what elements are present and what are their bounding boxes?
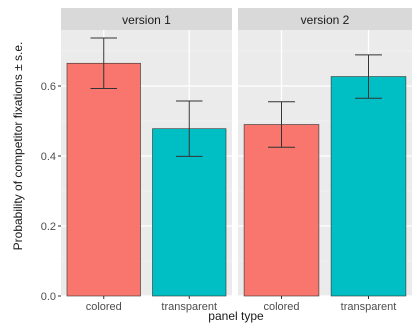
facet-strip — [238, 8, 412, 30]
y-axis-title: Probability of competitor fixations ± s.… — [11, 42, 25, 251]
x-tick-label: colored — [263, 301, 299, 313]
x-tick-label: colored — [86, 301, 122, 313]
bar — [66, 62, 141, 297]
y-tick-label: 0.0 — [41, 291, 56, 303]
bar — [330, 76, 407, 297]
x-tick-label: transparent — [341, 301, 397, 313]
y-tick-label: 0.4 — [41, 151, 56, 163]
x-axis-title: panel type — [208, 309, 264, 323]
x-tick-label: transparent — [161, 301, 217, 313]
y-tick-label: 0.2 — [41, 221, 56, 233]
bar — [243, 124, 320, 297]
facet-strip-label: version 1 — [122, 13, 171, 27]
y-tick-label: 0.6 — [41, 81, 56, 93]
facet-strip-label: version 2 — [301, 13, 350, 27]
facet-strip — [61, 8, 232, 30]
